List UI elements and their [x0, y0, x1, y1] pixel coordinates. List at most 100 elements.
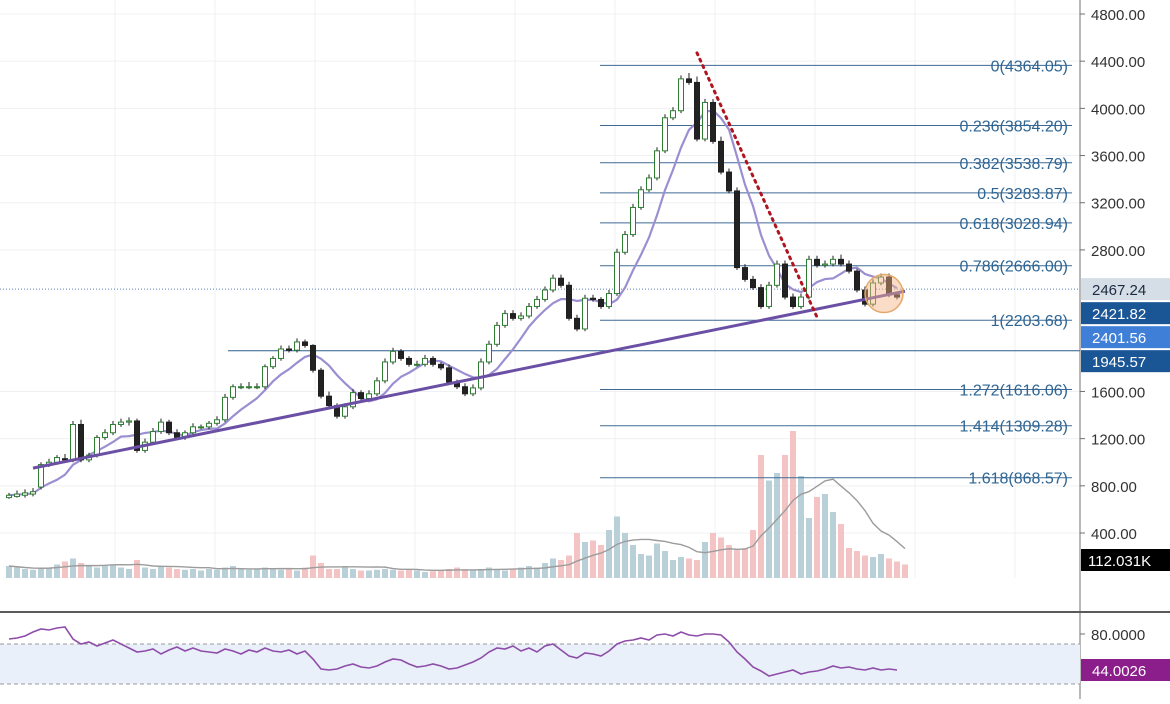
candle-body: [798, 296, 804, 308]
candle: [230, 384, 236, 400]
price-axis-label: 4000.00: [1091, 101, 1145, 118]
candle: [382, 358, 388, 384]
candle-body: [382, 361, 388, 382]
volume-bar: [302, 567, 308, 578]
volume-bar: [830, 512, 836, 578]
candle-body: [646, 177, 652, 191]
candle-body: [870, 282, 876, 305]
candle-body: [790, 296, 796, 308]
candle: [734, 187, 740, 270]
price-badge-bg: [1081, 302, 1170, 325]
candle: [222, 393, 228, 423]
candle: [502, 310, 508, 328]
volume-bar: [662, 551, 668, 578]
volume-bar: [206, 569, 212, 578]
candle: [214, 416, 220, 426]
volume-bar: [118, 567, 124, 578]
candle: [838, 254, 844, 267]
candle-body: [654, 150, 660, 179]
candle-body: [494, 324, 500, 345]
support-trendline: [32, 289, 906, 470]
candle: [430, 356, 436, 367]
candle-body: [742, 267, 748, 280]
candle-body: [214, 419, 220, 424]
candle: [550, 274, 556, 293]
candle-body: [702, 101, 708, 140]
candle-body: [286, 348, 292, 351]
candle: [398, 348, 404, 361]
volume-bar: [606, 530, 612, 578]
volume-bar: [574, 533, 580, 578]
candle-body: [510, 313, 516, 319]
candle: [518, 312, 524, 321]
volume-bar: [62, 561, 68, 578]
volume-bar: [614, 516, 620, 578]
candle-body: [414, 363, 420, 366]
candle: [526, 302, 532, 319]
candle-body: [166, 421, 172, 434]
volume-bar: [502, 570, 508, 578]
candle: [30, 488, 36, 497]
candle-body: [734, 190, 740, 269]
candle-body: [478, 361, 484, 389]
volume-bar: [470, 569, 476, 578]
volume-bar: [414, 570, 420, 578]
candle-body: [542, 289, 548, 300]
candle-body: [574, 317, 580, 330]
candle: [854, 268, 860, 293]
candle: [750, 275, 756, 291]
volume-bar: [94, 567, 100, 578]
candle: [166, 419, 172, 436]
price-badge: 2467.24: [1081, 278, 1170, 301]
candle: [766, 281, 772, 309]
candle: [686, 72, 692, 85]
candle: [798, 293, 804, 309]
volume-bar: [174, 569, 180, 578]
candle-body: [190, 426, 196, 434]
candle-body: [254, 386, 260, 389]
volume-bar: [790, 431, 796, 578]
volume-bar: [158, 566, 164, 578]
candle: [486, 340, 492, 365]
price-axis-labels: 4800.00 4400.00 4000.00 3600.00 3200.00 2800.…: [1080, 7, 1145, 543]
candle: [78, 419, 84, 463]
price-axis-label: 3200.00: [1091, 196, 1145, 213]
volume-bar: [566, 555, 572, 578]
candle: [262, 364, 268, 390]
candle: [358, 390, 364, 401]
candle: [390, 347, 396, 365]
fib-level-label: 0.236(3854.20): [959, 119, 1068, 136]
volume-bar: [454, 567, 460, 578]
candle: [110, 420, 116, 436]
volume-bar: [838, 524, 844, 578]
volume-bar: [222, 567, 228, 578]
volume-bar: [246, 569, 252, 578]
candle-body: [70, 423, 76, 461]
volume-bar: [70, 558, 76, 578]
candle: [158, 418, 164, 434]
volume-bar: [182, 569, 188, 578]
candle-body: [270, 357, 276, 368]
candle-body: [566, 284, 572, 319]
candles: [6, 72, 900, 499]
candle: [782, 260, 788, 300]
candle-body: [358, 392, 364, 400]
candle-body: [518, 315, 524, 319]
candle: [790, 293, 796, 309]
candle: [414, 360, 420, 367]
candle-body: [758, 287, 764, 308]
rsi-badge: 44.0026: [1081, 658, 1170, 681]
candle: [758, 284, 764, 309]
candle: [510, 310, 516, 321]
candle-body: [462, 386, 468, 395]
volume-bar: [726, 545, 732, 578]
candle-body: [774, 263, 780, 286]
candle: [590, 294, 596, 302]
candle: [846, 260, 852, 274]
candle-body: [550, 277, 556, 291]
candle: [318, 367, 324, 399]
volume-bar: [166, 567, 172, 578]
candle-body: [846, 263, 852, 272]
volume-bar: [134, 560, 140, 578]
